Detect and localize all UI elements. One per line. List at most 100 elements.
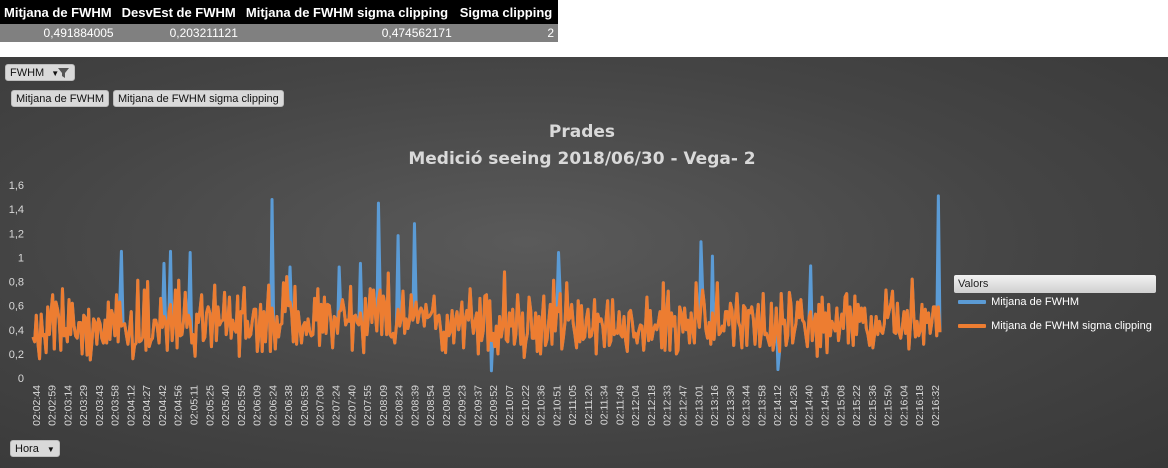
x-tick-label: 02:08:09 xyxy=(378,385,390,426)
x-tick-label: 02:16:04 xyxy=(898,385,910,426)
y-tick-label: 1,2 xyxy=(9,228,24,240)
x-tick-label: 02:11:49 xyxy=(614,385,626,425)
x-tick-label: 02:07:24 xyxy=(330,385,342,426)
legend-title[interactable]: Valors xyxy=(954,275,1156,293)
x-tick-label: 02:09:08 xyxy=(441,385,453,426)
legend-title-label: Valors xyxy=(958,278,989,290)
x-tick-label: 02:11:20 xyxy=(583,385,595,425)
x-tick-label: 02:12:33 xyxy=(662,385,674,426)
x-tick-label: 02:07:55 xyxy=(362,385,374,426)
y-tick-label: 0 xyxy=(18,373,24,385)
value-stdev-fwhm[interactable]: 0,203211121 xyxy=(117,24,242,42)
line-chart: Prades Medició seeing 2018/06/30 - Vega-… xyxy=(9,122,942,426)
header-sigma-clipping[interactable]: Sigma clipping xyxy=(455,0,558,24)
x-tick-label: 02:04:12 xyxy=(125,385,137,426)
x-tick-label: 02:06:09 xyxy=(252,385,264,426)
x-tick-label: 02:15:22 xyxy=(851,385,863,426)
x-tick-label: 02:15:50 xyxy=(883,385,895,426)
x-tick-label: 02:12:47 xyxy=(678,385,690,426)
legend-item-clipped[interactable]: Mitjana de FWHM sigma clipping xyxy=(958,319,1152,333)
x-tick-label: 02:06:38 xyxy=(283,385,295,426)
y-tick-label: 1,6 xyxy=(9,180,24,192)
x-tick-label: 02:03:58 xyxy=(110,385,122,426)
y-tick-label: 0,2 xyxy=(9,349,24,361)
x-tick-label: 02:13:01 xyxy=(693,385,705,426)
x-tick-label: 02:07:40 xyxy=(346,385,358,426)
x-tick-label: 02:02:44 xyxy=(31,385,43,426)
value-mean-fwhm[interactable]: 0,491884005 xyxy=(0,24,118,42)
filter-funnel-icon xyxy=(57,66,70,85)
axis-button-label: Hora xyxy=(15,443,39,455)
x-tick-label: 02:06:53 xyxy=(299,385,311,426)
x-tick-label: 02:03:43 xyxy=(94,385,106,426)
x-tick-label: 02:08:39 xyxy=(409,385,421,426)
x-tick-label: 02:13:58 xyxy=(756,385,768,426)
dropdown-arrow-icon: ▼ xyxy=(46,445,55,454)
legend-swatch-fwhm xyxy=(958,300,986,305)
x-tick-label: 02:10:51 xyxy=(551,385,563,426)
chart-area: Prades Medició seeing 2018/06/30 - Vega-… xyxy=(0,57,1168,468)
x-tick-label: 02:02:59 xyxy=(47,385,59,426)
x-tick-label: 02:05:25 xyxy=(204,385,216,426)
x-tick-label: 02:12:18 xyxy=(646,385,658,426)
summary-table: Mitjana de FWHM DesvEst de FWHM Mitjana … xyxy=(0,0,558,42)
x-tick-label: 02:03:29 xyxy=(78,385,90,426)
axis-button-hora[interactable]: Hora ▼ xyxy=(10,440,60,457)
value-button-mean-fwhm[interactable]: Mitjana de FWHM xyxy=(11,90,110,107)
x-tick-label: 02:16:18 xyxy=(914,385,926,426)
value-button-label: Mitjana de FWHM xyxy=(16,93,105,105)
x-tick-label: 02:13:44 xyxy=(741,385,753,426)
x-tick-label: 02:09:52 xyxy=(488,385,500,426)
value-button-mean-clipped[interactable]: Mitjana de FWHM sigma clipping xyxy=(113,90,284,107)
field-button-fwhm[interactable]: FWHM ▼ xyxy=(5,64,75,81)
x-tick-label: 02:13:30 xyxy=(725,385,737,426)
x-tick-label: 02:04:42 xyxy=(157,385,169,426)
x-tick-label: 02:07:08 xyxy=(315,385,327,426)
summary-header-row: Mitjana de FWHM DesvEst de FWHM Mitjana … xyxy=(0,0,558,24)
series-group xyxy=(31,194,942,373)
x-tick-label: 02:10:36 xyxy=(536,385,548,426)
y-axis: 0 0,2 0,4 0,6 0,8 1 1,2 1,4 1,6 xyxy=(9,180,24,385)
y-tick-label: 0,4 xyxy=(9,325,24,337)
value-button-label: Mitjana de FWHM sigma clipping xyxy=(118,93,279,105)
value-sigma-clipping[interactable]: 2 xyxy=(455,24,558,42)
x-tick-label: 02:09:37 xyxy=(472,385,484,426)
series-line-clipped[interactable] xyxy=(31,270,942,362)
header-mean-fwhm[interactable]: Mitjana de FWHM xyxy=(0,0,118,24)
value-mean-clipped[interactable]: 0,474562171 xyxy=(241,24,456,42)
dropdown-arrow-icon: ▼ xyxy=(51,69,60,78)
x-tick-label: 02:10:07 xyxy=(504,385,516,426)
x-tick-label: 02:13:16 xyxy=(709,385,721,426)
x-tick-label: 02:14:12 xyxy=(772,385,784,426)
x-tick-label: 02:06:24 xyxy=(267,385,279,426)
summary-values-row: 0,491884005 0,203211121 0,474562171 2 xyxy=(0,24,558,42)
x-tick-label: 02:15:36 xyxy=(867,385,879,426)
x-tick-label: 02:12:04 xyxy=(630,385,642,426)
legend-item-fwhm[interactable]: Mitjana de FWHM xyxy=(958,295,1079,309)
x-tick-label: 02:04:56 xyxy=(173,385,185,426)
x-tick-label: 02:14:40 xyxy=(804,385,816,426)
x-tick-label: 02:03:14 xyxy=(62,385,74,426)
x-tick-label: 02:08:24 xyxy=(394,385,406,426)
x-tick-label: 02:05:11 xyxy=(189,385,201,425)
y-tick-label: 1 xyxy=(18,252,24,264)
header-stdev-fwhm[interactable]: DesvEst de FWHM xyxy=(117,0,242,24)
y-tick-label: 0,8 xyxy=(9,277,24,289)
x-tick-label: 02:11:34 xyxy=(599,385,611,425)
field-button-label: FWHM xyxy=(10,67,45,79)
x-tick-label: 02:09:23 xyxy=(457,385,469,426)
legend-label-fwhm: Mitjana de FWHM xyxy=(991,296,1080,308)
legend-label-clipped: Mitjana de FWHM sigma clipping xyxy=(991,320,1152,332)
header-mean-clipped[interactable]: Mitjana de FWHM sigma clipping xyxy=(241,0,456,24)
x-tick-label: 02:14:54 xyxy=(819,385,831,426)
y-tick-label: 1,4 xyxy=(9,204,24,216)
x-tick-label: 02:16:32 xyxy=(930,385,942,426)
legend-swatch-clipped xyxy=(958,324,986,329)
x-tick-label: 02:14:26 xyxy=(788,385,800,426)
chart-subtitle: Medició seeing 2018/06/30 - Vega- 2 xyxy=(408,149,755,169)
x-tick-label: 02:08:54 xyxy=(425,385,437,426)
x-tick-label: 02:05:55 xyxy=(236,385,248,426)
x-tick-label: 02:04:27 xyxy=(141,385,153,426)
chart-title: Prades xyxy=(549,122,615,142)
x-tick-label: 02:05:40 xyxy=(220,385,232,426)
